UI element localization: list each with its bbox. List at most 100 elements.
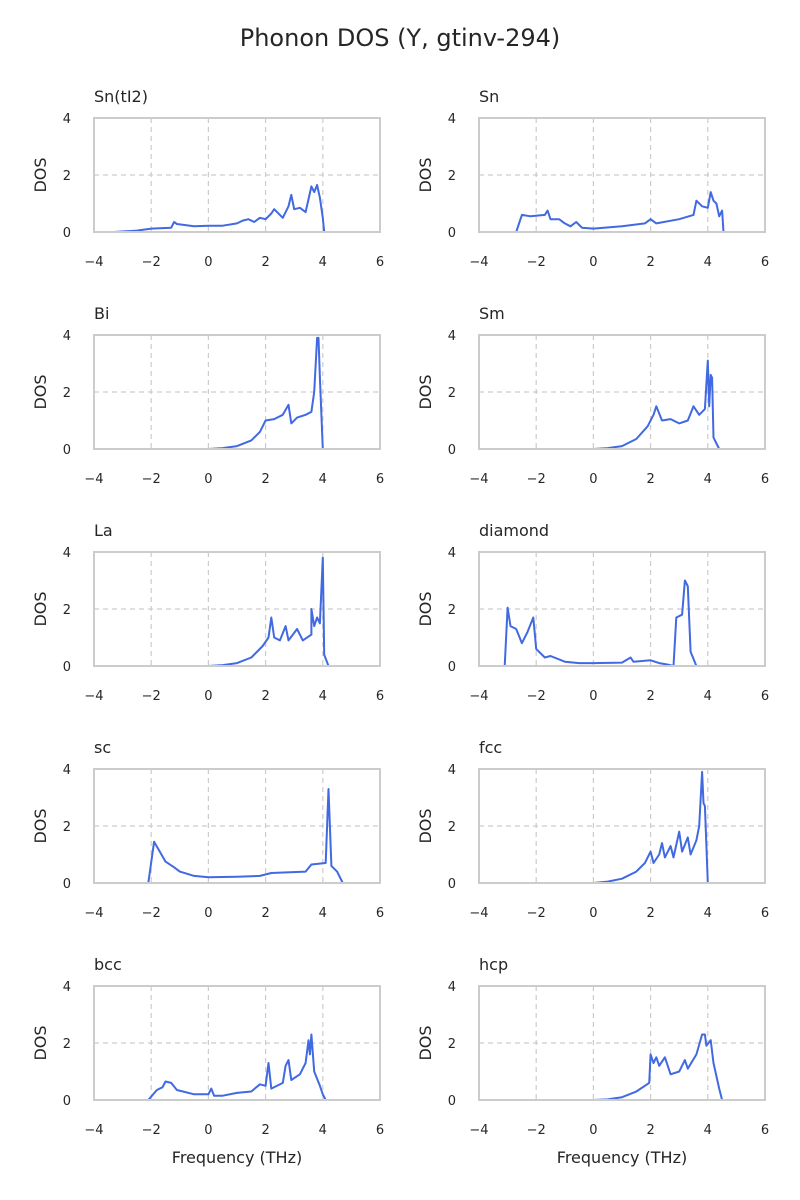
- x-tick-label: −2: [527, 1123, 546, 1138]
- axes-frame: [93, 985, 381, 1101]
- y-tick-label: 0: [448, 660, 456, 675]
- x-tick-label: 4: [319, 906, 327, 921]
- dos-line: [593, 359, 721, 450]
- x-tick-label: −4: [469, 689, 488, 704]
- y-tick-label: 2: [63, 386, 71, 401]
- x-tick-label: 6: [376, 255, 384, 270]
- dos-line: [484, 579, 708, 667]
- x-tick-label: 4: [319, 1123, 327, 1138]
- y-tick-label: 2: [448, 1037, 456, 1052]
- axes-frame: [478, 768, 766, 884]
- subplot-title: diamond: [479, 521, 549, 540]
- subplot-title: bcc: [94, 955, 122, 974]
- y-axis-label: DOS: [31, 808, 50, 843]
- x-tick-label: 2: [646, 255, 654, 270]
- subplot-title: Bi: [94, 304, 109, 323]
- x-tick-label: 2: [261, 906, 269, 921]
- subplot-title: fcc: [479, 738, 502, 757]
- x-tick-label: 0: [204, 255, 212, 270]
- x-tick-label: 0: [589, 906, 597, 921]
- x-tick-label: 6: [761, 689, 769, 704]
- x-tick-label: −4: [84, 689, 103, 704]
- x-tick-label: −2: [142, 472, 161, 487]
- y-tick-label: 4: [448, 546, 456, 561]
- dos-line: [208, 556, 338, 667]
- x-tick-label: −4: [84, 1123, 103, 1138]
- axes-frame: [478, 334, 766, 450]
- x-axis-label: Frequency (THz): [172, 1148, 302, 1167]
- x-tick-label: 4: [319, 689, 327, 704]
- x-tick-label: 0: [589, 1123, 597, 1138]
- y-tick-label: 2: [63, 603, 71, 618]
- subplot-sm: −4 −2 0 2 4 6 0 2 4 DOS Sm: [416, 304, 769, 487]
- y-axis-label: DOS: [416, 808, 435, 843]
- subplot-title: Sn: [479, 87, 499, 106]
- x-axis-label: Frequency (THz): [557, 1148, 687, 1167]
- x-tick-label: −2: [527, 906, 546, 921]
- subplot-hcp: −4 −2 0 2 4 6 0 2 4 DOS hcp Frequency (THz): [416, 955, 769, 1167]
- axes-frame: [93, 117, 381, 233]
- x-tick-label: 0: [204, 906, 212, 921]
- y-tick-label: 4: [63, 980, 71, 995]
- subplot-snti2: −4 −2 0 2 4 6 0 2 4 DOS Sn(tI2): [31, 87, 384, 270]
- x-tick-label: 2: [261, 472, 269, 487]
- x-tick-label: 2: [261, 1123, 269, 1138]
- x-tick-label: 4: [319, 472, 327, 487]
- axes-frame: [478, 551, 766, 667]
- x-tick-label: 6: [376, 689, 384, 704]
- y-tick-label: 4: [63, 329, 71, 344]
- x-tick-label: 6: [761, 255, 769, 270]
- y-tick-label: 0: [63, 443, 71, 458]
- subplot-title: hcp: [479, 955, 508, 974]
- y-tick-label: 2: [448, 169, 456, 184]
- x-tick-label: 4: [319, 255, 327, 270]
- y-tick-label: 4: [448, 980, 456, 995]
- x-tick-label: 2: [646, 472, 654, 487]
- y-tick-label: 2: [448, 820, 456, 835]
- x-tick-label: −2: [142, 1123, 161, 1138]
- y-axis-label: DOS: [31, 374, 50, 409]
- dos-line: [147, 1033, 327, 1101]
- subplot-sn: −4 −2 0 2 4 6 0 2 4 DOS Sn: [416, 87, 769, 270]
- y-axis-label: DOS: [416, 157, 435, 192]
- y-axis-label: DOS: [31, 1025, 50, 1060]
- y-axis-label: DOS: [31, 591, 50, 626]
- x-tick-label: −2: [527, 255, 546, 270]
- x-tick-label: 4: [704, 472, 712, 487]
- y-tick-label: 2: [63, 169, 71, 184]
- x-tick-label: 0: [589, 255, 597, 270]
- y-axis-label: DOS: [31, 157, 50, 192]
- x-tick-label: 0: [589, 472, 597, 487]
- y-tick-label: 4: [448, 112, 456, 127]
- y-axis-label: DOS: [416, 1025, 435, 1060]
- subplot-bcc: −4 −2 0 2 4 6 0 2 4 DOS bcc Frequency (THz): [31, 955, 384, 1167]
- x-tick-label: 0: [204, 1123, 212, 1138]
- x-tick-label: 6: [761, 472, 769, 487]
- dos-line: [128, 788, 344, 884]
- subplot-sc: −4 −2 0 2 4 6 0 2 4 DOS sc: [31, 738, 384, 921]
- dos-line: [113, 184, 326, 233]
- dos-line: [504, 191, 725, 233]
- subplot-title: Sn(tI2): [94, 87, 148, 106]
- x-tick-label: 2: [646, 689, 654, 704]
- x-tick-label: 4: [704, 689, 712, 704]
- x-tick-label: 2: [646, 1123, 654, 1138]
- subplot-diamond: −4 −2 0 2 4 6 0 2 4 DOS diamond: [416, 521, 769, 704]
- y-axis-label: DOS: [416, 374, 435, 409]
- subplot-la: −4 −2 0 2 4 6 0 2 4 DOS La: [31, 521, 384, 704]
- x-tick-label: 0: [589, 689, 597, 704]
- y-tick-label: 0: [63, 660, 71, 675]
- axes-frame: [93, 551, 381, 667]
- y-tick-label: 2: [448, 603, 456, 618]
- axes-frame: [478, 117, 766, 233]
- subplot-title: Sm: [479, 304, 505, 323]
- x-tick-label: −4: [469, 255, 488, 270]
- y-tick-label: 4: [448, 329, 456, 344]
- y-tick-label: 0: [448, 1094, 456, 1109]
- y-tick-label: 2: [448, 386, 456, 401]
- x-tick-label: −2: [142, 689, 161, 704]
- x-tick-label: 4: [704, 1123, 712, 1138]
- x-tick-label: 4: [704, 906, 712, 921]
- subplot-fcc: −4 −2 0 2 4 6 0 2 4 DOS fcc: [416, 738, 769, 921]
- x-tick-label: 2: [646, 906, 654, 921]
